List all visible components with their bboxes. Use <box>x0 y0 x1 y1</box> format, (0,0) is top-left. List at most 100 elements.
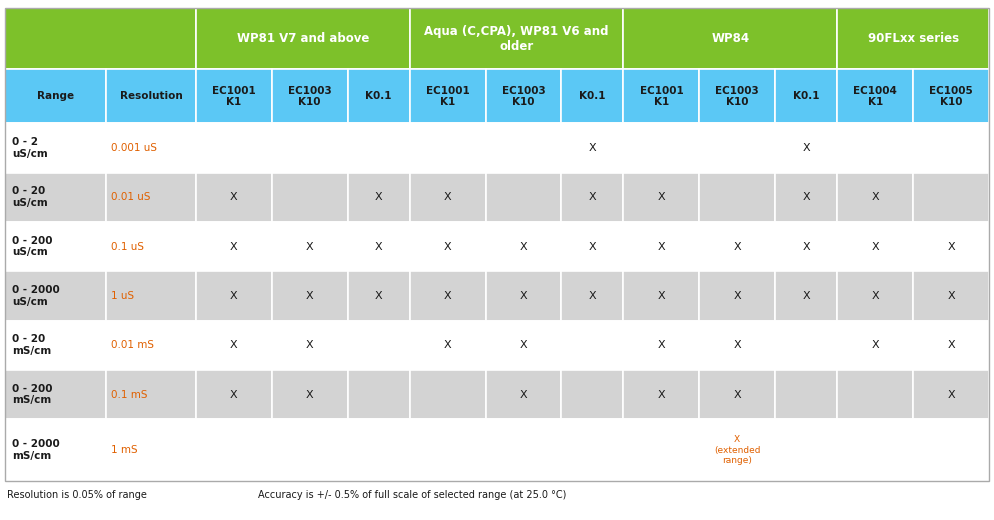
Text: X: X <box>658 389 665 400</box>
Bar <box>410 271 485 321</box>
Bar <box>562 70 623 123</box>
Text: 0 - 2000
mS/cm: 0 - 2000 mS/cm <box>12 439 60 461</box>
Bar <box>837 222 913 271</box>
Text: X: X <box>375 192 383 202</box>
Text: X: X <box>947 242 955 252</box>
Bar <box>700 123 775 173</box>
Bar <box>562 222 623 271</box>
Bar <box>106 370 196 419</box>
Text: X: X <box>734 389 742 400</box>
Bar <box>837 70 913 123</box>
Text: X: X <box>443 192 451 202</box>
Text: EC1003
K10: EC1003 K10 <box>716 85 759 107</box>
Bar <box>196 222 271 271</box>
Text: X: X <box>230 242 238 252</box>
Bar <box>410 123 485 173</box>
Bar <box>485 173 562 222</box>
Bar <box>271 173 348 222</box>
Text: K0.1: K0.1 <box>580 92 605 101</box>
Text: EC1004
K1: EC1004 K1 <box>853 85 898 107</box>
Bar <box>700 173 775 222</box>
Text: Aqua (C,CPA), WP81 V6 and
older: Aqua (C,CPA), WP81 V6 and older <box>424 24 608 53</box>
Bar <box>271 123 348 173</box>
Bar <box>196 123 271 173</box>
Bar <box>913 70 989 123</box>
Bar <box>348 271 410 321</box>
Text: X: X <box>520 291 527 301</box>
Text: X: X <box>947 340 955 350</box>
Bar <box>775 123 837 173</box>
Bar <box>5 123 106 173</box>
Bar <box>837 321 913 370</box>
Text: X: X <box>658 242 665 252</box>
Bar <box>623 173 700 222</box>
Text: 0.01 mS: 0.01 mS <box>111 340 154 350</box>
Text: 1 mS: 1 mS <box>111 445 138 455</box>
Text: 0 - 2
uS/cm: 0 - 2 uS/cm <box>12 137 48 159</box>
Bar <box>196 271 271 321</box>
Text: X: X <box>872 242 879 252</box>
Bar <box>348 123 410 173</box>
Bar <box>5 271 106 321</box>
Text: X: X <box>443 242 451 252</box>
Text: X: X <box>230 340 238 350</box>
Bar <box>562 271 623 321</box>
Bar <box>410 370 485 419</box>
Bar <box>348 173 410 222</box>
Text: X: X <box>658 340 665 350</box>
Text: EC1003
K10: EC1003 K10 <box>502 85 546 107</box>
Bar <box>410 321 485 370</box>
Bar <box>271 370 348 419</box>
Text: X
(extended
range): X (extended range) <box>714 435 760 465</box>
Bar <box>410 173 485 222</box>
Bar <box>837 173 913 222</box>
Bar <box>700 419 775 481</box>
Bar <box>485 70 562 123</box>
Text: X: X <box>230 192 238 202</box>
Text: X: X <box>306 291 313 301</box>
Bar <box>623 271 700 321</box>
Text: X: X <box>802 192 810 202</box>
Text: X: X <box>443 291 451 301</box>
Text: 0.001 uS: 0.001 uS <box>111 143 157 153</box>
Text: K0.1: K0.1 <box>793 92 819 101</box>
Text: Accuracy is +/- 0.5% of full scale of selected range (at 25.0 °C): Accuracy is +/- 0.5% of full scale of se… <box>258 490 567 500</box>
Bar <box>348 70 410 123</box>
Bar <box>700 271 775 321</box>
Bar <box>5 370 106 419</box>
Bar <box>410 70 485 123</box>
Bar <box>837 8 989 70</box>
Text: X: X <box>588 242 596 252</box>
Bar <box>775 321 837 370</box>
Bar <box>5 419 106 481</box>
Text: 0 - 20
uS/cm: 0 - 20 uS/cm <box>12 186 48 208</box>
Bar <box>271 271 348 321</box>
Bar <box>913 321 989 370</box>
Text: EC1001
K1: EC1001 K1 <box>425 85 469 107</box>
Bar <box>562 321 623 370</box>
Text: X: X <box>588 143 596 153</box>
Bar <box>623 321 700 370</box>
Bar <box>700 70 775 123</box>
Bar <box>562 370 623 419</box>
Bar <box>775 370 837 419</box>
Bar <box>623 8 837 70</box>
Text: 0 - 2000
uS/cm: 0 - 2000 uS/cm <box>12 285 60 307</box>
Bar <box>623 222 700 271</box>
Bar <box>485 222 562 271</box>
Text: 0.1 uS: 0.1 uS <box>111 242 144 252</box>
Bar <box>562 419 623 481</box>
Text: WP84: WP84 <box>712 32 749 45</box>
Bar <box>775 222 837 271</box>
Bar <box>410 419 485 481</box>
Bar <box>106 321 196 370</box>
Text: X: X <box>802 143 810 153</box>
Bar <box>485 123 562 173</box>
Text: X: X <box>520 340 527 350</box>
Text: X: X <box>230 291 238 301</box>
Text: 0 - 200
mS/cm: 0 - 200 mS/cm <box>12 384 53 406</box>
Text: 0.1 mS: 0.1 mS <box>111 389 147 400</box>
Text: Resolution: Resolution <box>119 92 182 101</box>
Bar <box>623 419 700 481</box>
Bar <box>271 321 348 370</box>
